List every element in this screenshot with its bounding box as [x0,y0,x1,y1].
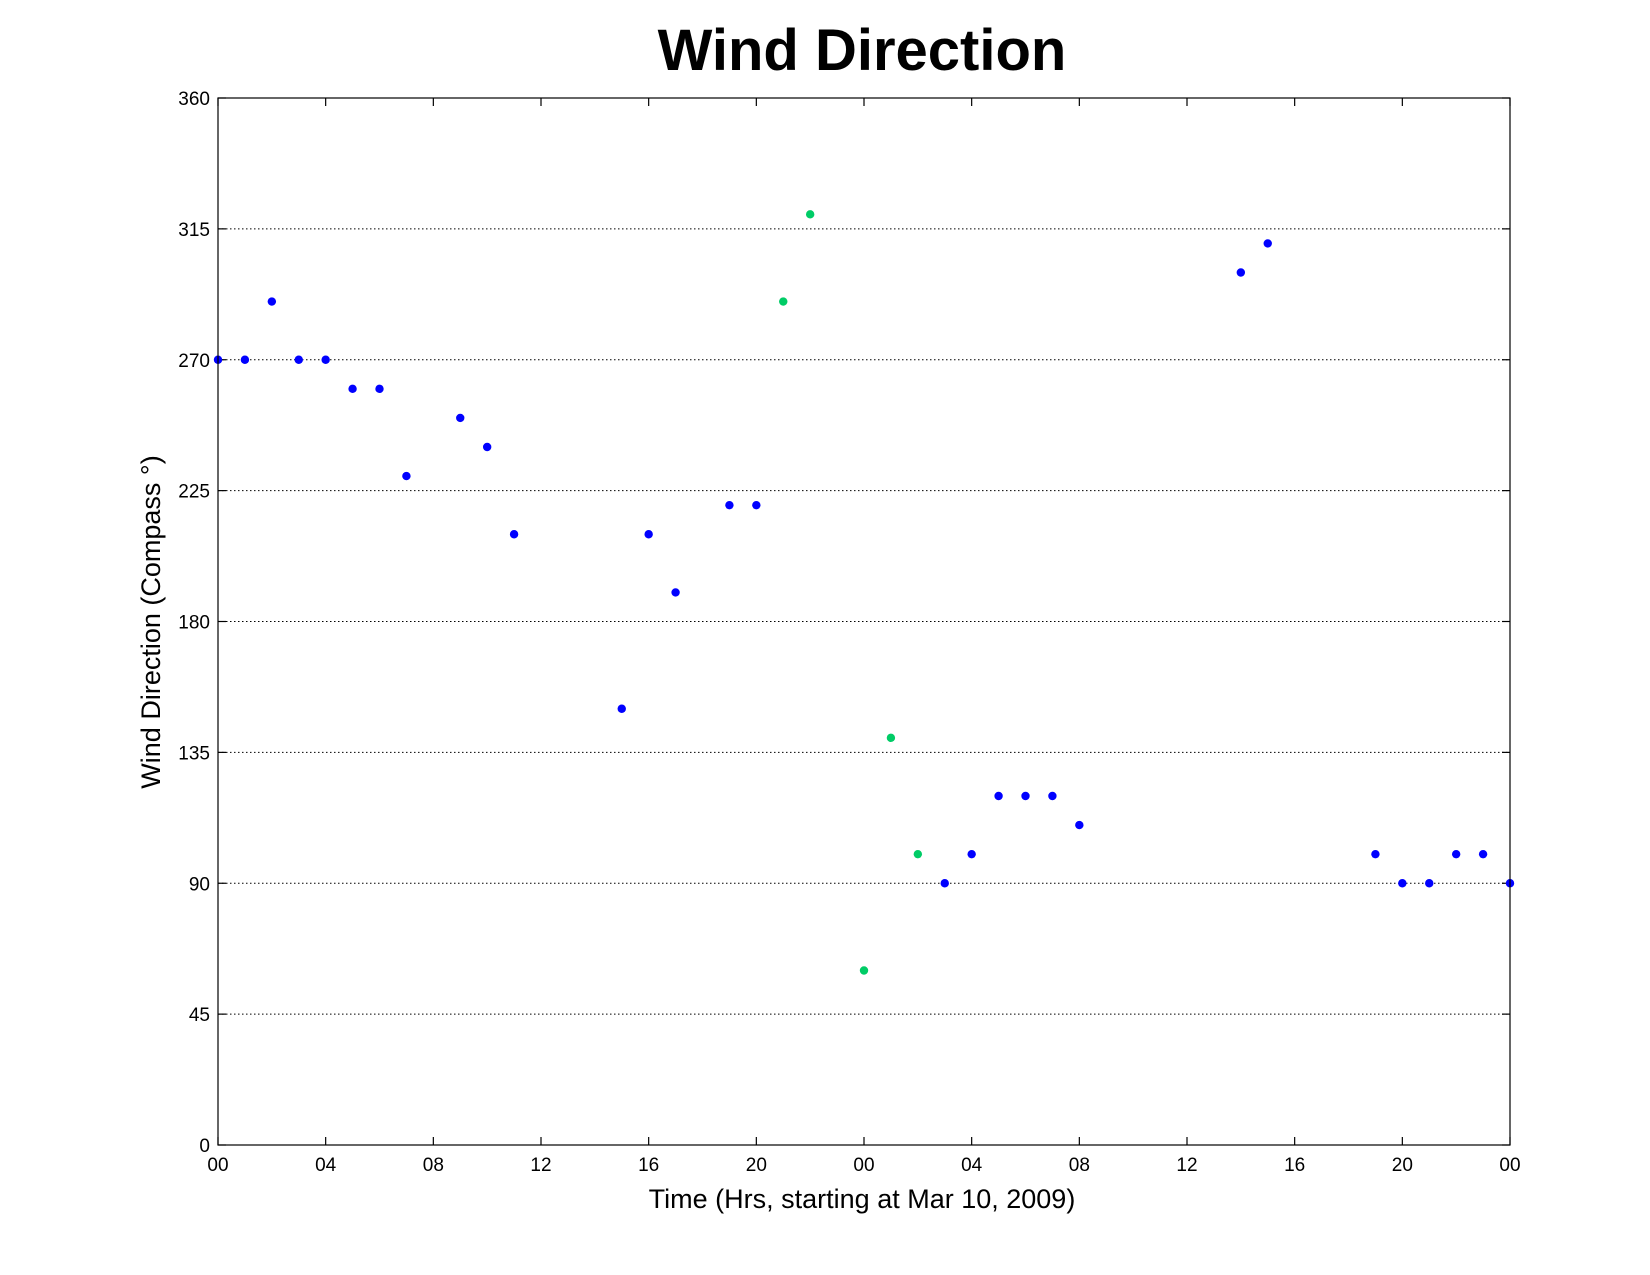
data-point [779,297,788,306]
data-point [1371,849,1380,859]
x-tick-label: 00 [853,1155,874,1176]
x-tick-label: 20 [1392,1155,1413,1176]
data-point [805,210,815,219]
data-point [1236,268,1246,277]
data-point [859,966,869,975]
y-tick-label: 45 [189,1005,210,1026]
data-point [644,530,653,539]
x-axis-label: Time (Hrs, starting at Mar 10, 2009) [649,1184,1076,1214]
x-tick-label: 04 [315,1155,337,1176]
data-point [1425,879,1434,888]
data-point [375,384,384,394]
y-tick-label: 0 [199,1136,210,1157]
data-point [994,791,1003,801]
y-tick-label: 180 [178,613,210,634]
plot-area-frame [217,97,1511,1146]
axis-ticks: 0 45 90 135 180 225 270 315 360 00 04 08 12 16 20 00 04 0… [178,89,1520,1176]
y-axis-label: Wind Direction (Compass °) [136,455,166,788]
x-tick-label: 08 [423,1155,444,1176]
x-tick-label: 04 [961,1155,983,1176]
data-point [1075,820,1084,830]
data-point [725,500,734,510]
x-tick-label: 16 [1284,1155,1305,1176]
gridlines [218,228,1510,1015]
x-tick-label: 00 [207,1155,228,1176]
y-tick-label: 225 [178,482,210,503]
data-point [1451,849,1461,859]
data-point [671,588,680,597]
data-point [1478,849,1488,859]
chart-title: Wind Direction [658,18,1067,83]
x-tick-label: 16 [638,1155,659,1176]
data-point [294,355,303,364]
y-tick-label: 135 [178,743,210,764]
data-point [402,471,411,481]
data-point [321,355,330,364]
y-tick-label: 315 [178,220,210,241]
data-point [240,355,250,364]
data-point [1048,791,1057,801]
data-point [617,704,626,713]
data-point [1398,879,1407,888]
data-point [913,849,923,859]
data-point [1021,791,1030,801]
data-point [1263,239,1272,248]
data-point [267,297,277,306]
data-point [509,530,519,539]
y-tick-label: 270 [178,351,210,372]
data-point [482,442,492,452]
data-point [940,879,949,888]
x-tick-label: 12 [1176,1155,1197,1176]
y-tick-label: 90 [189,874,210,895]
x-tick-label: 00 [1499,1155,1520,1176]
x-tick-label: 20 [746,1155,767,1176]
y-tick-label: 360 [178,89,210,110]
data-point [456,413,465,423]
data-points [213,210,1515,975]
data-point [967,849,976,859]
data-point [752,500,761,510]
x-tick-label: 12 [530,1155,551,1176]
x-tick-label: 08 [1069,1155,1090,1176]
data-point [348,384,357,394]
data-point [886,733,896,743]
